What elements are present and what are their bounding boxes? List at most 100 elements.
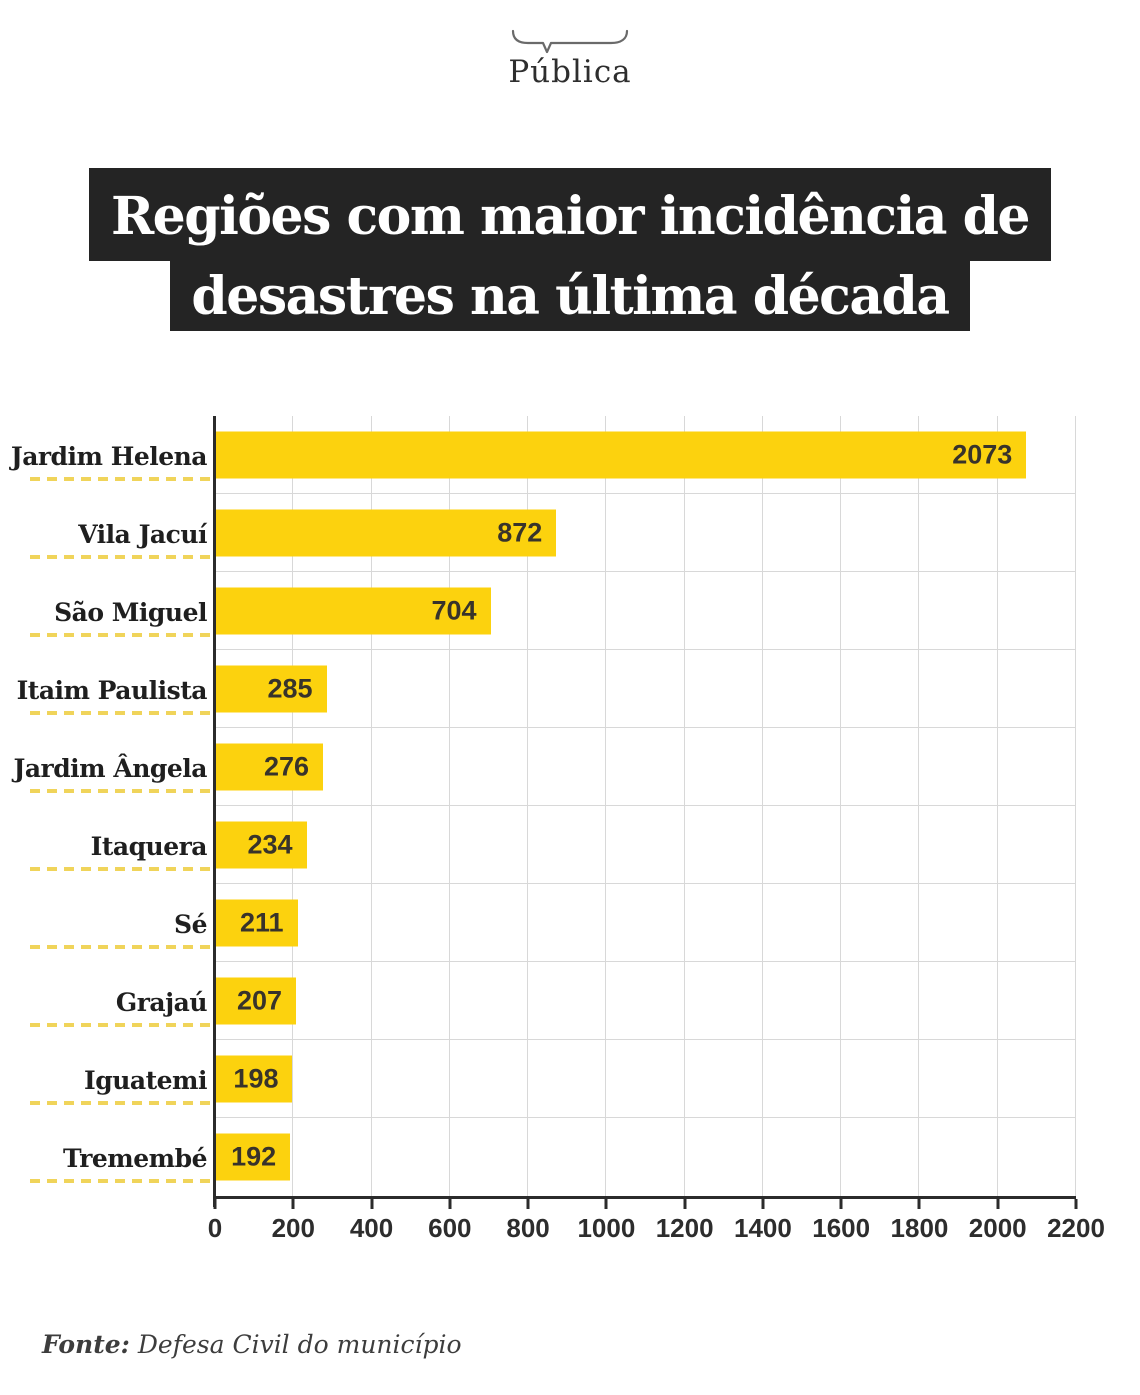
- category-label: Itaquera: [90, 832, 208, 861]
- plot-cell: 207: [215, 962, 1076, 1040]
- bar-row: Itaquera 234: [30, 806, 1076, 884]
- bar[interactable]: 2073: [215, 431, 1027, 478]
- chart-rows: Jardim Helena 2073 Vila Jacuí 872 São Mi…: [11, 416, 1076, 1207]
- vertical-gridline: [1075, 416, 1076, 1196]
- plot-cell: 211: [215, 884, 1076, 962]
- dashed-underline: [30, 789, 211, 793]
- vertical-gridline: [527, 416, 529, 1196]
- bar[interactable]: 211: [215, 899, 298, 946]
- category-label-cell: Sé: [30, 884, 215, 962]
- source-note: Fonte: Defesa Civil do município: [42, 1330, 462, 1359]
- tick-mark: [917, 1199, 921, 1209]
- category-label: São Miguel: [54, 598, 207, 627]
- bar[interactable]: 192: [215, 1133, 291, 1181]
- tick-label: 800: [506, 1213, 550, 1243]
- bar[interactable]: 207: [215, 977, 296, 1024]
- tick-mark: [1074, 1199, 1078, 1209]
- tick-label: 1600: [812, 1213, 871, 1243]
- dashed-underline: [30, 945, 211, 949]
- vertical-gridline: [918, 416, 920, 1196]
- plot-cell: 234: [215, 806, 1076, 884]
- bar-row: Iguatemi 198: [30, 1040, 1076, 1118]
- category-label: Iguatemi: [84, 1066, 207, 1095]
- tick-mark: [996, 1199, 1000, 1209]
- publica-logo: Pública: [508, 26, 631, 90]
- bar-chart: Jardim Helena 2073 Vila Jacuí 872 São Mi…: [0, 416, 1140, 1247]
- bar-value-label: 192: [231, 1141, 277, 1172]
- dashed-underline: [30, 867, 211, 871]
- dashed-underline: [30, 555, 211, 559]
- tick-label: 2000: [968, 1213, 1027, 1243]
- gridlines: [215, 416, 1076, 1196]
- category-label: Itaim Paulista: [16, 676, 208, 705]
- bar[interactable]: 276: [215, 743, 324, 790]
- bar-value-label: 704: [431, 595, 477, 625]
- bar[interactable]: 872: [215, 509, 557, 556]
- category-label-cell: Vila Jacuí: [30, 494, 215, 572]
- bar[interactable]: 234: [215, 821, 307, 868]
- dashed-underline: [30, 711, 211, 715]
- plot-cell: 285: [215, 650, 1076, 728]
- tick-label: 0: [207, 1213, 223, 1243]
- tick-mark: [604, 1199, 608, 1209]
- plot-cell: 192: [215, 1118, 1076, 1196]
- tick-mark: [448, 1199, 452, 1209]
- dashed-underline: [30, 1179, 211, 1183]
- category-label: Vila Jacuí: [78, 520, 207, 549]
- y-axis-line: [213, 416, 216, 1207]
- vertical-gridline: [840, 416, 842, 1196]
- dashed-underline: [30, 1023, 211, 1027]
- category-label: Sé: [174, 910, 207, 939]
- tick-label: 1400: [733, 1213, 792, 1243]
- bar-row: Jardim Helena 2073: [11, 416, 1076, 494]
- category-label-cell: Jardim Ângela: [14, 728, 215, 806]
- tick-label: 400: [349, 1213, 394, 1243]
- plot-cell: 872: [215, 494, 1076, 572]
- vertical-gridline: [292, 416, 294, 1196]
- bar[interactable]: 704: [215, 587, 491, 634]
- bar-row: Vila Jacuí 872: [30, 494, 1076, 572]
- vertical-gridline: [761, 416, 763, 1196]
- bar-row: Tremembé 192: [30, 1118, 1076, 1196]
- logo-text: Pública: [508, 54, 632, 90]
- category-label: Jardim Ângela: [13, 754, 208, 783]
- category-label-cell: Iguatemi: [30, 1040, 215, 1118]
- bar-row: Itaim Paulista 285: [17, 650, 1076, 728]
- bar-value-label: 211: [240, 907, 284, 937]
- tick-label: 1200: [655, 1213, 714, 1243]
- tick-mark: [761, 1199, 765, 1209]
- category-label: Jardim Helena: [10, 442, 208, 471]
- category-label-cell: Jardim Helena: [11, 416, 215, 494]
- bar-row: Grajaú 207: [30, 962, 1076, 1040]
- bar[interactable]: 198: [215, 1055, 293, 1102]
- dashed-underline: [30, 1101, 211, 1105]
- bar-row: São Miguel 704: [30, 572, 1076, 650]
- tick-label: 200: [271, 1213, 315, 1243]
- tick-mark: [683, 1199, 687, 1209]
- tick-mark: [291, 1199, 295, 1209]
- tick-mark: [526, 1199, 530, 1209]
- bar-value-label: 207: [236, 985, 282, 1015]
- plot-cell: 198: [215, 1040, 1076, 1118]
- bar-value-label: 872: [497, 517, 543, 547]
- category-label-cell: Grajaú: [30, 962, 215, 1040]
- title-line-2: desastres na última década: [170, 261, 970, 331]
- title-text-2: desastres na última década: [191, 265, 950, 327]
- bar-row: Jardim Ângela 276: [14, 728, 1076, 806]
- dashed-underline: [30, 477, 211, 481]
- category-label: Tremembé: [62, 1144, 208, 1173]
- vertical-gridline: [448, 416, 450, 1196]
- bar-value-label: 2073: [952, 439, 1013, 469]
- vertical-gridline: [605, 416, 607, 1196]
- bar-value-label: 198: [233, 1063, 279, 1093]
- source-text: Defesa Civil do município: [137, 1330, 462, 1359]
- tick-label: 1800: [890, 1213, 949, 1243]
- tick-mark: [839, 1199, 843, 1209]
- header: Pública: [0, 0, 1140, 90]
- tick-label: 600: [428, 1213, 472, 1243]
- category-label-cell: Itaim Paulista: [17, 650, 215, 728]
- category-label-cell: São Miguel: [30, 572, 215, 650]
- bar[interactable]: 285: [215, 665, 327, 712]
- x-axis: 0 200 400 600 800 1000 1200 1400 1600 18…: [208, 1196, 1105, 1247]
